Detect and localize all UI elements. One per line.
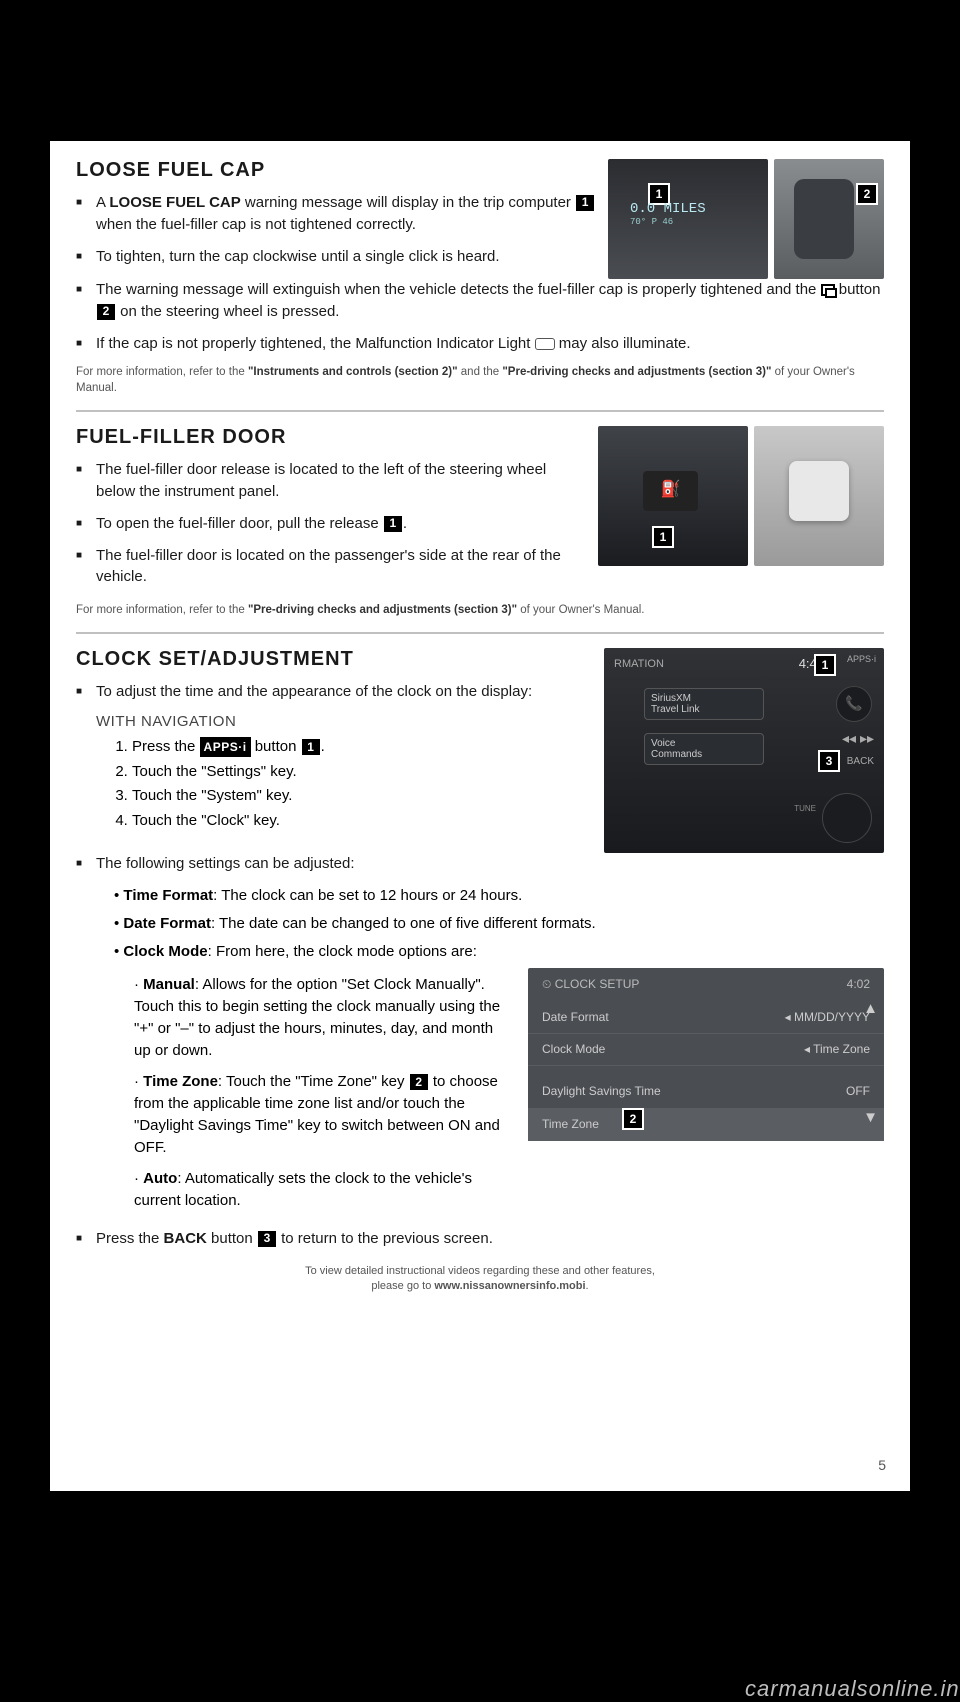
clock-settings-list: • Time Format: The clock can be set to 1… [76, 885, 884, 1222]
heading-clock: CLOCK SET/ADJUSTMENT [76, 648, 592, 671]
subhead-navigation: WITH NAVIGATION [96, 713, 592, 730]
badge-1: 1 [301, 738, 321, 756]
clock-bullet-1: To adjust the time and the appearance of… [96, 681, 592, 703]
footer-note: To view detailed instructional videos re… [76, 1264, 884, 1295]
image-badge-3: 3 [818, 750, 840, 772]
step-1: Press the APPS·i button 1. [132, 736, 592, 759]
ff-bullet-3: The fuel-filler door is located on the p… [96, 545, 586, 589]
heading-loose-fuel-cap: LOOSE FUEL CAP [76, 159, 596, 182]
trip-computer-image: 1 0.0 MILES 70° P 46 [608, 159, 768, 279]
clock-mode-manual: · Manual: Allows for the option "Set Clo… [134, 974, 506, 1061]
ff-reference: For more information, refer to the "Pre-… [76, 602, 884, 618]
navigation-screen-image: RMATION 4:48 APPS·i 1 SiriusXM Travel Li… [604, 648, 884, 853]
image-badge-1: 1 [814, 654, 836, 676]
page-number: 5 [878, 1457, 886, 1473]
clock-bullet-2: The following settings can be adjusted: [96, 853, 884, 875]
clock-steps: Press the APPS·i button 1. Touch the "Se… [76, 736, 592, 832]
engine-icon [535, 338, 555, 350]
lfc-bullet-4: If the cap is not properly tightened, th… [96, 333, 884, 355]
steering-wheel-image: 2 [774, 159, 884, 279]
heading-fuel-filler: FUEL-FILLER DOOR [76, 426, 586, 449]
badge-2: 2 [96, 303, 116, 321]
step-2: Touch the "Settings" key. [132, 761, 592, 784]
divider [76, 632, 884, 634]
clock-setup-image: ⏲ CLOCK SETUP 4:02 Date Format◂ MM/DD/YY… [528, 968, 884, 1138]
section-loose-fuel-cap: LOOSE FUEL CAP A LOOSE FUEL CAP warning … [76, 159, 884, 396]
image-badge-2: 2 [856, 183, 878, 205]
lfc-bullet-2: To tighten, turn the cap clockwise until… [96, 246, 596, 268]
lfc-reference: For more information, refer to the "Inst… [76, 364, 884, 396]
lfc-bullet-3: The warning message will extinguish when… [96, 279, 884, 323]
clock-mode-auto: · Auto: Automatically sets the clock to … [134, 1168, 506, 1212]
badge-3: 3 [257, 1230, 277, 1248]
lfc-bullet-1: A LOOSE FUEL CAP warning message will di… [96, 192, 596, 236]
step-3: Touch the "System" key. [132, 785, 592, 808]
display-readout: 0.0 MILES 70° P 46 [630, 201, 706, 227]
clock-bullet-3: Press the BACK button 3 to return to the… [96, 1228, 884, 1250]
image-badge-2: 2 [622, 1108, 644, 1130]
apps-icon: APPS·i [200, 737, 251, 757]
image-badge-1: 1 [652, 526, 674, 548]
badge-1: 1 [575, 194, 595, 212]
divider [76, 410, 884, 412]
section-fuel-filler: FUEL-FILLER DOOR The fuel-filler door re… [76, 426, 884, 618]
clock-mode-timezone: · Time Zone: Touch the "Time Zone" key 2… [134, 1071, 506, 1158]
display-button-icon [821, 284, 835, 296]
badge-2: 2 [409, 1073, 429, 1091]
manual-page: LOOSE FUEL CAP A LOOSE FUEL CAP warning … [50, 141, 910, 1491]
badge-1: 1 [383, 515, 403, 533]
section-clock: CLOCK SET/ADJUSTMENT To adjust the time … [76, 648, 884, 1249]
fuel-cap-image [754, 426, 884, 566]
fuel-release-image: ⛽ 1 [598, 426, 748, 566]
ff-bullet-2: To open the fuel-filler door, pull the r… [96, 513, 586, 535]
watermark: carmanualsonline.info [745, 1676, 960, 1702]
ff-bullet-1: The fuel-filler door release is located … [96, 459, 586, 503]
step-4: Touch the "Clock" key. [132, 810, 592, 833]
